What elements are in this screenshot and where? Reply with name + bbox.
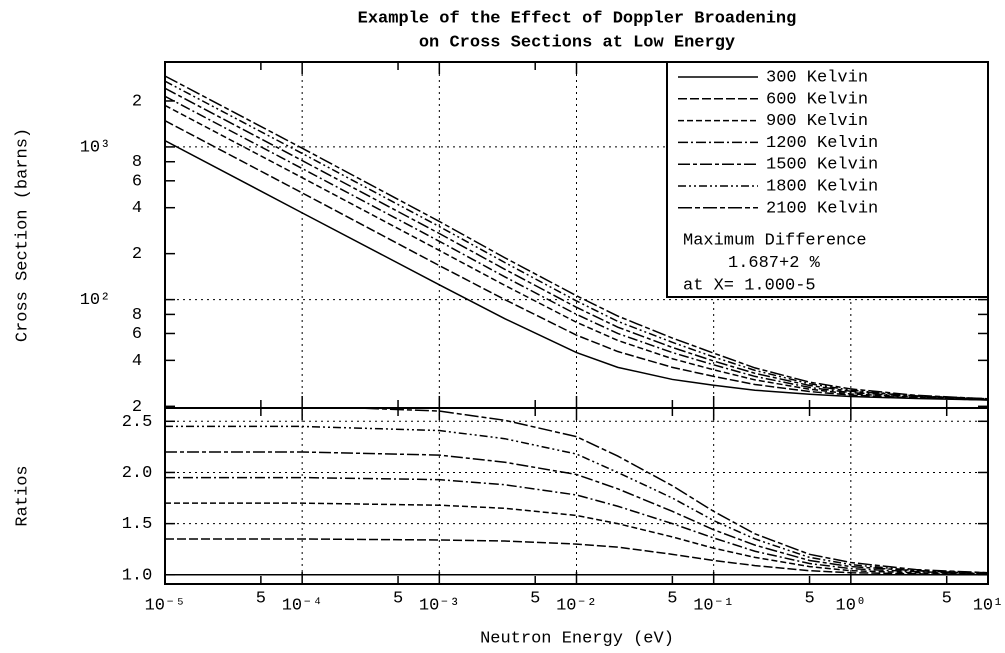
x-tick-label: 10⁻²: [556, 596, 597, 615]
legend-box: [666, 61, 989, 298]
annotation: Maximum Difference: [683, 231, 867, 250]
y-tick-label: 1.5: [122, 515, 153, 534]
plot-frame: [164, 407, 989, 585]
x-tick-label: 5: [942, 589, 952, 608]
y-axis-label: Cross Section (barns): [13, 128, 32, 342]
x-tick-label: 5: [804, 589, 814, 608]
bottom-plot: [165, 408, 988, 584]
series-line: [165, 476, 988, 575]
y-tick-label: 6: [132, 325, 142, 344]
series-line: [336, 408, 988, 574]
y-tick-label: 4: [132, 352, 142, 371]
y-tick-label: 2: [132, 398, 142, 417]
x-tick-label: 5: [530, 589, 540, 608]
y-tick-label: 6: [132, 172, 142, 191]
x-tick-label: 10⁰: [836, 596, 867, 615]
series-line: [165, 80, 988, 400]
y-tick-label: 2.0: [122, 464, 153, 483]
x-tick-label: 10⁻³: [419, 596, 460, 615]
series-line: [165, 451, 988, 575]
annotation: at X= 1.000-5: [683, 276, 816, 295]
x-tick-label: 10⁻⁵: [145, 596, 186, 615]
y-tick-label: 2: [132, 245, 142, 264]
x-tick-label: 10¹: [973, 596, 1004, 615]
annotation: 1.687+2 %: [728, 254, 821, 273]
legend-label: 1200 Kelvin: [766, 134, 878, 153]
top-plot: [165, 62, 988, 408]
legend: 300 Kelvin 600 Kelvin 900 Kelvin 1200 Kelvi…: [666, 61, 989, 298]
x-tick-label: 5: [393, 589, 403, 608]
y-tick-label: 8: [132, 153, 142, 172]
x-tick-label: 10⁻¹: [693, 596, 734, 615]
x-tick-label: 5: [667, 589, 677, 608]
series-line: [165, 120, 988, 401]
x-tick-label: 5: [256, 589, 266, 608]
legend-label: 900 Kelvin: [766, 112, 868, 131]
chart-title: Example of the Effect of Doppler Broaden…: [358, 9, 797, 28]
legend-label: 300 Kelvin: [766, 68, 868, 87]
legend-label: 600 Kelvin: [766, 90, 868, 109]
series-line: [165, 75, 988, 400]
y-tick-label: 10³: [80, 138, 111, 157]
y-tick-label: 2.5: [122, 413, 153, 432]
legend-label: 1500 Kelvin: [766, 156, 878, 175]
legend-label: 1800 Kelvin: [766, 177, 878, 196]
series-line: [165, 87, 988, 401]
x-axis-label: Neutron Energy (eV): [480, 629, 674, 648]
y-tick-label: 4: [132, 199, 142, 218]
x-tick-label: 10⁻⁴: [282, 596, 323, 615]
y-tick-label: 8: [132, 306, 142, 325]
y-axis-label: Ratios: [13, 465, 32, 526]
y-tick-label: 1.0: [122, 566, 153, 585]
legend-label: 2100 Kelvin: [766, 199, 878, 218]
chart-subtitle: on Cross Sections at Low Energy: [419, 33, 735, 52]
y-tick-label: 2: [132, 92, 142, 111]
y-tick-label: 10²: [80, 291, 111, 310]
